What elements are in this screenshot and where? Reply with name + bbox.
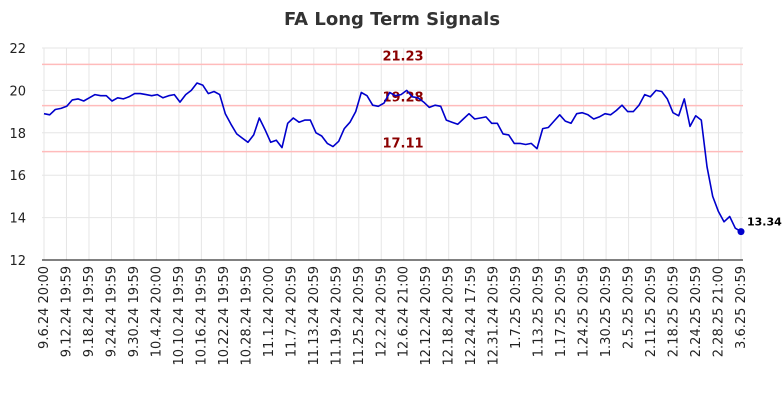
x-tick-label: 2.5.25 20:59 xyxy=(622,266,637,349)
x-tick-label: 2.28.25 21:00 xyxy=(712,266,727,357)
x-tick-label: 2.24.25 20:59 xyxy=(689,266,704,357)
x-tick-label: 10.16.24 19:59 xyxy=(194,266,209,366)
x-tick-label: 2.18.25 20:59 xyxy=(667,266,682,357)
x-tick-label: 12.31.24 20:59 xyxy=(487,266,502,366)
reference-line-label: 17.11 xyxy=(382,137,423,152)
last-point-marker xyxy=(737,228,745,236)
x-tick-label: 2.11.25 20:59 xyxy=(644,266,659,357)
x-tick-label: 12.6.24 21:00 xyxy=(397,266,412,357)
x-tick-label: 12.2.24 20:59 xyxy=(374,266,389,357)
chart-title: FA Long Term Signals xyxy=(284,9,500,30)
x-tick-label: 9.6.24 20:00 xyxy=(37,266,52,349)
x-tick-label: 9.18.24 19:59 xyxy=(82,266,97,357)
y-tick-label: 20 xyxy=(9,84,26,99)
x-tick-label: 10.4.24 20:00 xyxy=(149,266,164,357)
x-tick-label: 1.13.25 20:59 xyxy=(532,266,547,357)
x-tick-label: 11.25.24 20:59 xyxy=(352,266,367,366)
series-line xyxy=(43,82,742,233)
x-tick-label: 11.13.24 20:59 xyxy=(307,266,322,366)
x-axis-ticks: 9.6.24 20:00 9.12.24 19:59 9.18.24 19:59 9.… xyxy=(37,266,749,366)
y-tick-label: 12 xyxy=(9,254,26,269)
y-axis-ticks: 12 14 16 18 20 22 xyxy=(9,42,26,269)
y-tick-label: 14 xyxy=(9,212,26,227)
x-tick-label: 11.1.24 20:00 xyxy=(262,266,277,357)
x-tick-label: 1.7.25 20:59 xyxy=(509,266,524,349)
x-tick-label: 9.24.24 19:59 xyxy=(104,266,119,357)
x-tick-label: 10.10.24 19:59 xyxy=(172,266,187,366)
x-tick-label: 3.6.25 20:59 xyxy=(734,266,749,349)
x-tick-label: 9.12.24 19:59 xyxy=(59,266,74,357)
x-tick-label: 12.24.24 17:59 xyxy=(464,266,479,366)
x-tick-label: 1.17.25 20:59 xyxy=(554,266,569,357)
grid xyxy=(42,47,743,261)
x-tick-label: 1.24.25 20:59 xyxy=(577,266,592,357)
x-tick-label: 10.28.24 19:59 xyxy=(239,266,254,366)
x-tick-label: 11.19.24 20:59 xyxy=(329,266,344,366)
x-tick-label: 11.7.24 20:59 xyxy=(284,266,299,357)
x-tick-label: 12.12.24 20:59 xyxy=(419,266,434,366)
x-tick-label: 1.30.25 20:59 xyxy=(599,266,614,357)
x-tick-label: 10.22.24 19:59 xyxy=(217,266,232,366)
last-point-label: 13.34 xyxy=(747,216,782,229)
y-tick-label: 16 xyxy=(9,169,26,184)
series-group: 13.34 xyxy=(43,82,782,236)
y-tick-label: 22 xyxy=(9,42,26,57)
y-tick-label: 18 xyxy=(9,127,26,142)
x-tick-label: 12.18.24 20:59 xyxy=(442,266,457,366)
x-tick-label: 9.30.24 19:59 xyxy=(127,266,142,357)
reference-line-label: 21.23 xyxy=(382,49,423,64)
